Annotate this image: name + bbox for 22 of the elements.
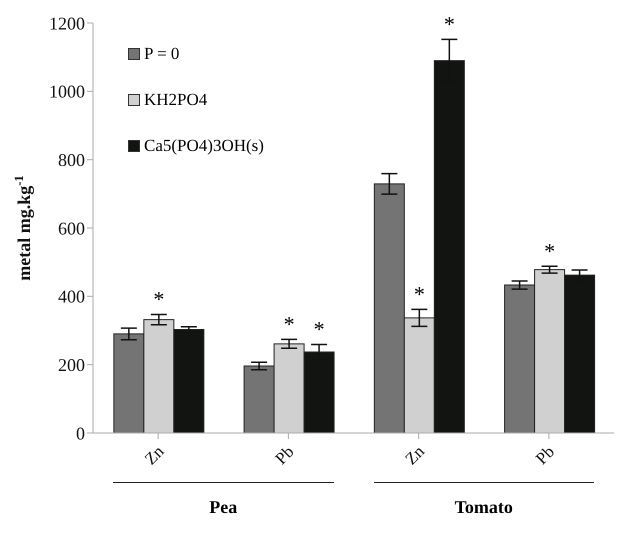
text: Tomato bbox=[454, 497, 513, 518]
legend-label: Ca5(PO4)3OH(s) bbox=[144, 136, 264, 156]
legend-label: KH2PO4 bbox=[144, 90, 208, 110]
data-label: * bbox=[153, 286, 164, 312]
data-label: * bbox=[544, 238, 556, 264]
y-tick-label: 600 bbox=[58, 218, 85, 238]
x-tick-label: Pb bbox=[271, 442, 298, 468]
y-tick-label: 1200 bbox=[49, 13, 85, 34]
data-label: * bbox=[444, 11, 455, 36]
y-tick-label: 1000 bbox=[49, 82, 85, 102]
y-tick-label: 200 bbox=[58, 355, 85, 376]
x-tick-label: Zn bbox=[140, 441, 168, 469]
x-tick-label: Zn bbox=[401, 441, 428, 469]
data-label: * bbox=[284, 311, 295, 336]
text: Pea bbox=[209, 497, 238, 518]
y-tick-label: 0 bbox=[76, 423, 85, 444]
data-label: * bbox=[414, 281, 425, 306]
y-tick-label: 400 bbox=[58, 286, 85, 307]
x-tick-label: Pb bbox=[532, 442, 558, 468]
data-label: * bbox=[314, 316, 325, 342]
y-tick-label: 800 bbox=[58, 150, 85, 170]
legend-label: P = 0 bbox=[144, 44, 180, 64]
